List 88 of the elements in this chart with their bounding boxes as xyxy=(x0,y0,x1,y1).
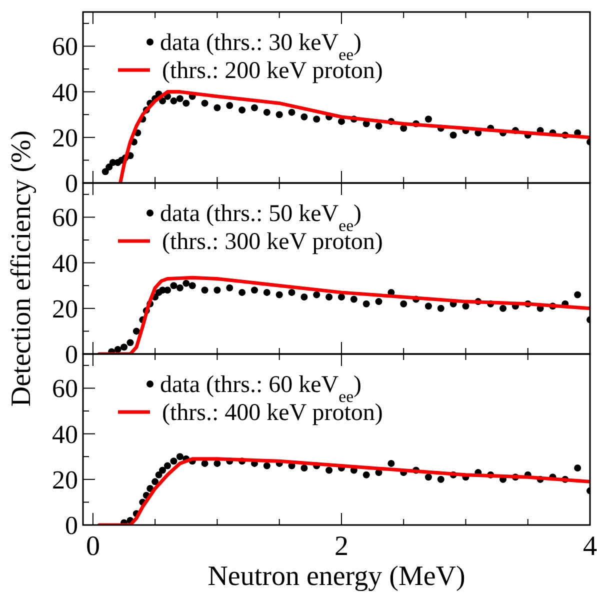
line-series xyxy=(97,276,590,354)
point xyxy=(500,304,507,312)
point xyxy=(375,122,382,130)
point xyxy=(152,478,159,486)
point xyxy=(326,294,333,300)
y-tick-label: 60 xyxy=(52,32,78,62)
point xyxy=(326,466,333,474)
point xyxy=(462,302,470,310)
y-tick-label: 40 xyxy=(52,78,78,107)
point xyxy=(146,485,154,492)
point xyxy=(201,460,208,467)
point xyxy=(250,286,258,294)
point xyxy=(226,102,234,109)
point xyxy=(574,464,582,472)
point xyxy=(375,298,382,306)
point xyxy=(155,471,162,478)
point xyxy=(276,291,283,298)
y-tick-label: 20 xyxy=(52,465,78,494)
y-tick-label: 0 xyxy=(65,169,78,198)
point xyxy=(238,288,246,296)
point xyxy=(106,164,113,171)
point xyxy=(126,339,134,346)
point xyxy=(176,453,184,460)
point xyxy=(170,97,178,104)
point xyxy=(362,300,370,308)
point xyxy=(338,118,345,125)
point xyxy=(424,302,432,310)
line-series xyxy=(118,90,590,183)
y-tick-label: 40 xyxy=(52,248,78,278)
point xyxy=(424,116,432,123)
point xyxy=(300,294,308,300)
point xyxy=(214,104,221,112)
point xyxy=(176,284,184,292)
point xyxy=(400,300,408,308)
point xyxy=(164,462,171,470)
y-tick-label: 40 xyxy=(52,420,78,449)
point xyxy=(159,466,166,474)
point xyxy=(263,108,270,116)
point xyxy=(120,344,128,351)
point xyxy=(182,100,190,107)
x-tick-label: 2 xyxy=(334,531,348,562)
point xyxy=(132,328,140,335)
x-axis-title: Neutron energy (MeV) xyxy=(208,561,466,592)
point xyxy=(263,462,270,470)
y-tick-label: 60 xyxy=(52,374,78,404)
point xyxy=(437,476,444,483)
point xyxy=(226,284,234,292)
point xyxy=(182,280,190,287)
point xyxy=(159,97,166,104)
y-tick-label: 20 xyxy=(52,294,78,324)
y-tick-label: 20 xyxy=(52,123,78,152)
point xyxy=(114,346,122,353)
y-axis-title: Detection efficiency (%) xyxy=(6,130,37,407)
y-tick-label: 0 xyxy=(65,340,78,369)
point xyxy=(400,124,408,132)
point xyxy=(362,471,370,478)
x-tick-label: 4 xyxy=(583,531,597,562)
point xyxy=(250,104,258,112)
point xyxy=(338,294,345,300)
point xyxy=(424,474,432,481)
point xyxy=(388,460,395,467)
point xyxy=(238,106,246,114)
point xyxy=(263,288,270,296)
point xyxy=(188,282,196,290)
point xyxy=(201,100,208,107)
point xyxy=(288,288,296,296)
point xyxy=(164,286,171,294)
point xyxy=(170,282,178,290)
y-tick-label: 0 xyxy=(65,511,78,540)
point xyxy=(288,108,296,116)
x-tick-label: 0 xyxy=(86,531,100,562)
point xyxy=(300,464,308,472)
point xyxy=(170,458,178,465)
line-series xyxy=(97,457,590,525)
point xyxy=(176,95,184,102)
y-tick-label: 60 xyxy=(52,203,78,232)
point xyxy=(437,304,444,312)
point xyxy=(350,296,358,303)
point xyxy=(102,168,109,176)
point xyxy=(214,286,221,294)
point xyxy=(450,132,457,139)
point xyxy=(214,460,221,467)
point xyxy=(300,113,308,120)
point xyxy=(313,116,320,123)
point xyxy=(313,291,320,298)
point xyxy=(574,291,582,298)
point xyxy=(276,111,283,118)
point xyxy=(201,286,208,294)
